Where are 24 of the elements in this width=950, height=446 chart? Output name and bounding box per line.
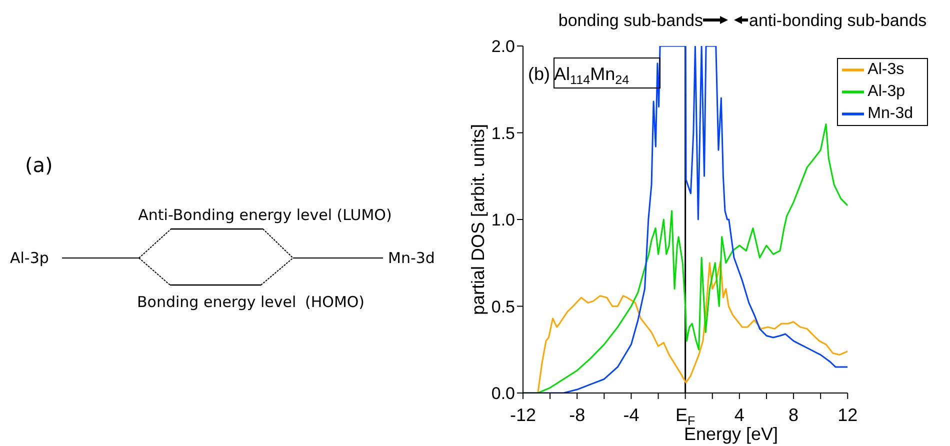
y-tick-label: 1.5 [491,124,515,143]
text: bonding sub-bands [558,11,703,30]
legend-label: Al-3s [868,61,904,78]
text: Bonding energy level [137,293,296,311]
x-tick-label: -8 [569,405,586,425]
y-tick-label: 2.0 [491,37,515,56]
y-axis-title: partial DOS [arbit. units] [468,124,488,316]
legend-label: Mn-3d [868,105,913,122]
annotation: (b) Al$_{114}$Mn$_{24}$ [528,64,630,87]
text: anti-bonding sub-bands [749,11,927,30]
y-tick-label: 0.0 [491,384,515,404]
x-tick-label: -4 [623,405,640,425]
text: Anti-Bonding energy level (LUMO) [138,206,392,224]
text: Al-3p [10,249,49,267]
x-tick-label: 4 [734,405,744,425]
text: (HOMO) [305,293,365,311]
y-tick-label: 0.5 [491,297,515,316]
legend-label: Al-3p [868,83,905,100]
x-tick-label: -12 [510,405,536,425]
text: Mn-3d [388,249,435,267]
y-tick-label: 1.0 [491,210,515,230]
text: (a) [25,153,53,177]
x-tick-label: 8 [788,405,799,425]
x-tick-label: 12 [838,405,858,425]
